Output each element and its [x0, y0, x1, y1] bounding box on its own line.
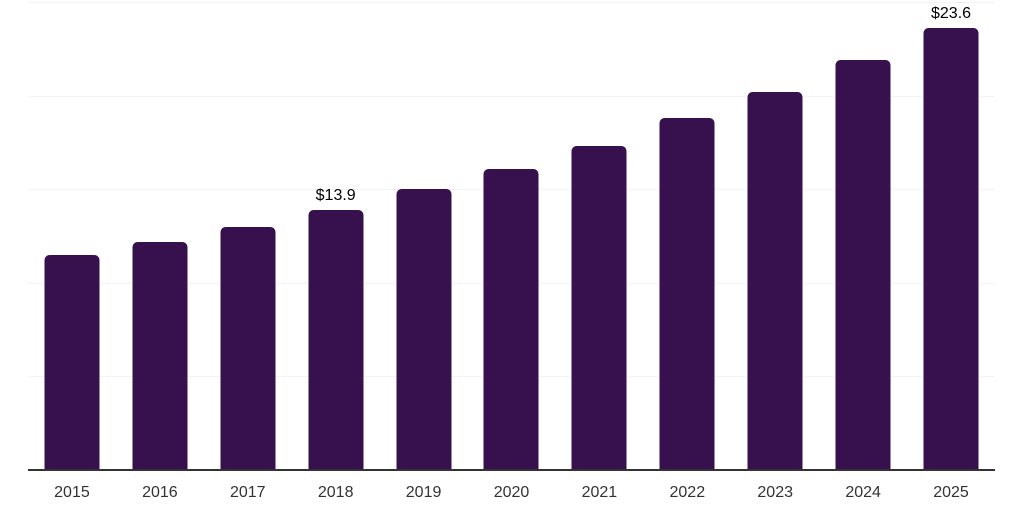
bars-container: $13.9 $23.6 — [28, 2, 995, 470]
bar-slot-2023 — [731, 2, 819, 470]
bar-2025 — [923, 28, 979, 470]
bar-2017 — [220, 226, 276, 470]
x-tick-label-2019: 2019 — [405, 484, 442, 501]
bar-slot-2024 — [819, 2, 907, 470]
bar-slot-2016 — [116, 2, 204, 470]
bar-slot-2015 — [28, 2, 116, 470]
bar-value-label-2018: $13.9 — [315, 186, 356, 204]
bar-2022 — [659, 118, 715, 470]
bar-2020 — [483, 168, 539, 470]
bar-slot-2018: $13.9 — [292, 2, 380, 470]
x-tick-label-2021: 2021 — [581, 484, 618, 501]
x-tick-label-2015: 2015 — [54, 484, 90, 501]
bar-2016 — [132, 241, 188, 470]
bar-slot-2021 — [555, 2, 643, 470]
bar-2024 — [835, 60, 891, 470]
gridline-25 — [28, 2, 995, 3]
bar-slot-2020 — [468, 2, 556, 470]
bar-slot-2022 — [643, 2, 731, 470]
bar-slot-2025: $23.6 — [907, 2, 995, 470]
x-axis-line — [28, 469, 995, 471]
x-axis-labels: 2015 2016 2017 2018 2019 2020 2021 2022 2023 2024… — [28, 484, 995, 502]
x-tick-label-2025: 2025 — [933, 484, 969, 501]
bar-2021 — [571, 146, 627, 470]
x-tick-label-2016: 2016 — [142, 484, 178, 501]
bar-2023 — [747, 91, 803, 470]
bar-2019 — [396, 189, 452, 470]
bar-2018 — [308, 209, 364, 470]
x-tick-label-2022: 2022 — [669, 484, 706, 501]
x-tick-label-2017: 2017 — [229, 484, 266, 501]
bar-slot-2017 — [204, 2, 292, 470]
x-tick-label-2024: 2024 — [845, 484, 881, 501]
x-tick-label-2023: 2023 — [757, 484, 793, 501]
x-tick-label-2018: 2018 — [317, 484, 354, 501]
bar-value-label-2025: $23.6 — [930, 5, 972, 23]
bar-slot-2019 — [380, 2, 468, 470]
bar-2015 — [44, 254, 100, 470]
gridline-20 — [28, 95, 995, 97]
plot-area: $13.9 $23.6 — [28, 2, 995, 470]
x-tick-label-2020: 2020 — [493, 484, 530, 501]
